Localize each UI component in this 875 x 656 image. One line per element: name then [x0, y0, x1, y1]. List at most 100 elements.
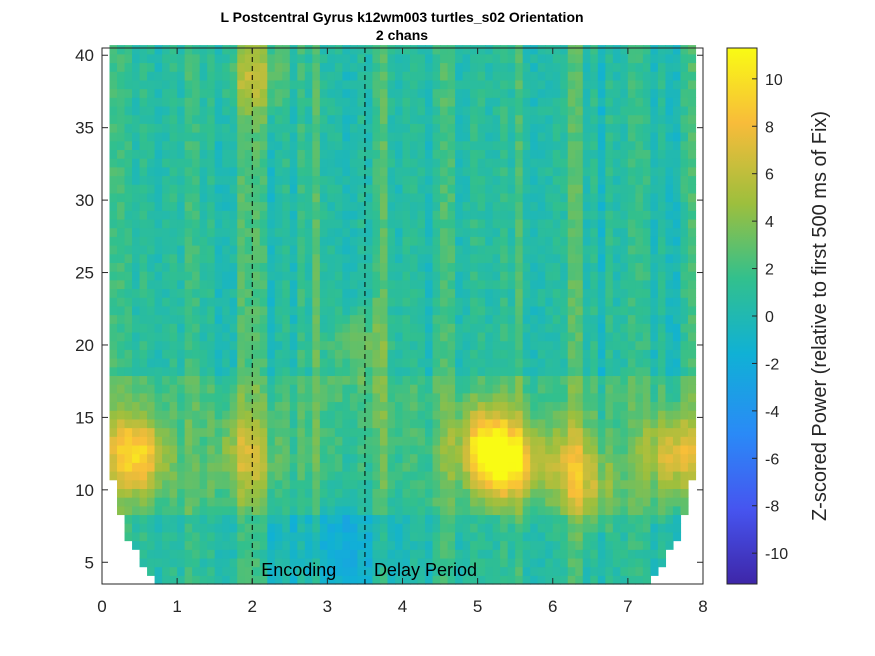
heatmap-cell [109, 71, 118, 81]
heatmap-cell [327, 210, 336, 220]
heatmap-cell [597, 566, 606, 576]
heatmap-cell [665, 288, 674, 298]
heatmap-cell [665, 132, 674, 142]
heatmap-cell [560, 401, 569, 411]
heatmap-cell [590, 488, 599, 498]
heatmap-cell [237, 523, 246, 533]
heatmap-cell [342, 375, 351, 385]
heatmap-cell [184, 53, 193, 64]
heatmap-cell [394, 384, 404, 394]
heatmap-cell [462, 245, 471, 255]
heatmap-cell [162, 314, 171, 324]
heatmap-cell [477, 488, 486, 498]
heatmap-cell [477, 62, 486, 72]
heatmap-cell [132, 505, 141, 516]
heatmap-cell [455, 366, 464, 376]
heatmap-cell [282, 340, 291, 350]
heatmap-cell [379, 366, 389, 376]
heatmap-cell [109, 471, 118, 481]
heatmap-cell [357, 166, 366, 177]
heatmap-cell [364, 453, 374, 463]
heatmap-cell [109, 418, 118, 429]
heatmap-cell [492, 349, 501, 359]
heatmap-cell [627, 227, 636, 237]
heatmap-cell [177, 158, 186, 168]
heatmap-cell [342, 140, 351, 150]
heatmap-cell [575, 471, 584, 481]
heatmap-cell [485, 88, 494, 98]
heatmap-cell [372, 166, 381, 177]
heatmap-cell [349, 566, 359, 576]
heatmap-cell [364, 218, 374, 229]
heatmap-cell [327, 62, 336, 72]
heatmap-cell [635, 71, 644, 81]
heatmap-cell [364, 358, 374, 368]
heatmap-cell [507, 227, 516, 237]
heatmap-cell [650, 514, 659, 524]
heatmap-cell [357, 201, 366, 211]
heatmap-cell [222, 401, 231, 411]
heatmap-cell [162, 331, 171, 342]
heatmap-cell [552, 549, 561, 559]
heatmap-cell [440, 418, 449, 429]
heatmap-cell [184, 253, 193, 263]
heatmap-cell [312, 331, 321, 342]
heatmap-cell [147, 523, 156, 533]
heatmap-cell [342, 201, 351, 211]
heatmap-cell [184, 479, 193, 489]
heatmap-cell [552, 349, 561, 359]
heatmap-cell [259, 271, 268, 281]
heatmap-cell [417, 566, 426, 576]
heatmap-cell [567, 149, 576, 159]
heatmap-cell [485, 262, 494, 272]
heatmap-cell [507, 358, 516, 368]
heatmap-cell [132, 140, 141, 150]
heatmap-cell [289, 453, 298, 463]
heatmap-cell [169, 288, 178, 298]
heatmap-cell [650, 340, 659, 350]
heatmap-cell [447, 79, 456, 90]
heatmap-cell [297, 479, 306, 489]
heatmap-cell [605, 71, 614, 81]
heatmap-cell [334, 410, 343, 420]
heatmap-cell [612, 192, 621, 203]
heatmap-cell [147, 140, 156, 150]
heatmap-cell [199, 158, 208, 168]
heatmap-cell [319, 392, 328, 403]
heatmap-cell [612, 358, 621, 368]
heatmap-cell [394, 218, 404, 229]
heatmap-cell [537, 323, 546, 333]
heatmap-cell [425, 201, 434, 211]
heatmap-cell [394, 314, 404, 324]
heatmap-cell [530, 375, 539, 385]
heatmap-cell [207, 575, 216, 585]
heatmap-cell [417, 62, 426, 72]
heatmap-cell [402, 488, 411, 498]
heatmap-cell [252, 114, 261, 124]
heatmap-cell [379, 340, 389, 350]
heatmap-cell [642, 462, 652, 472]
heatmap-cell [139, 331, 148, 342]
heatmap-cell [154, 479, 163, 489]
heatmap-cell [612, 71, 621, 81]
heatmap-cell [109, 331, 118, 342]
heatmap-cell [470, 210, 479, 220]
heatmap-cell [109, 305, 118, 316]
heatmap-cell [582, 253, 591, 263]
heatmap-cell [379, 175, 389, 185]
heatmap-cell [402, 305, 411, 316]
heatmap-cell [349, 297, 359, 307]
heatmap-cell [522, 427, 531, 437]
heatmap-cell [124, 71, 133, 81]
heatmap-cell [207, 245, 216, 255]
heatmap-cell [162, 479, 171, 489]
heatmap-cell [342, 227, 351, 237]
heatmap-cell [552, 201, 561, 211]
heatmap-cell [124, 479, 133, 489]
heatmap-cell [199, 132, 208, 142]
heatmap-cell [289, 340, 298, 350]
heatmap-cell [319, 427, 328, 437]
heatmap-cell [364, 201, 374, 211]
heatmap-cell [605, 384, 614, 394]
heatmap-cell [522, 349, 531, 359]
